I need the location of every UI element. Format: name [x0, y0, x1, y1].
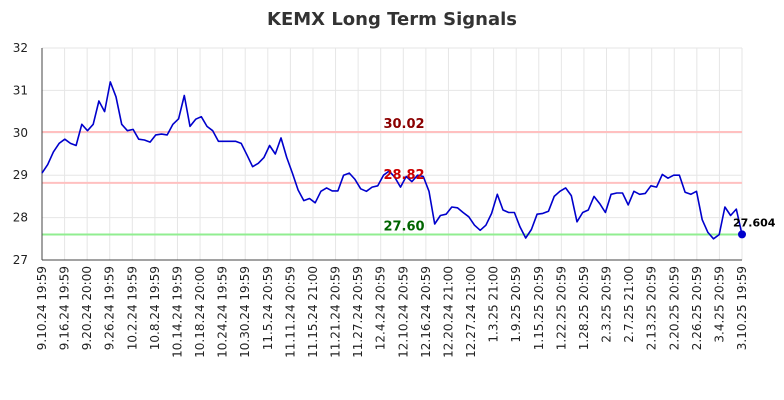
reference-line-labels: 30.02 28.82 27.60 — [383, 117, 424, 235]
y-tick-label: 29 — [13, 168, 28, 182]
x-tick-label: 9.16.24 19:59 — [58, 266, 72, 350]
y-tick-label: 32 — [13, 41, 28, 55]
x-tick-label: 11.5.24 20:59 — [261, 266, 275, 350]
x-tick-label: 9.20.24 20:00 — [80, 266, 94, 350]
x-tick-label: 1.22.25 20:59 — [554, 266, 568, 350]
x-tick-label: 11.21.24 20:59 — [329, 266, 343, 358]
x-tick-label: 1.15.25 20:59 — [532, 266, 546, 350]
x-tick-label: 2.20.25 20:59 — [667, 266, 681, 350]
chart-title: KEMX Long Term Signals — [267, 9, 517, 30]
x-tick-label: 2.3.25 20:59 — [600, 266, 614, 343]
x-tick-label: 1.9.25 20:59 — [509, 266, 523, 343]
axes: 27 28 29 30 31 32 9.10.24 19:59 9.16.24 19:59 9.… — [13, 41, 749, 358]
x-tick-label: 12.10.24 20:59 — [396, 266, 410, 358]
x-tick-label: 10.18.24 20:00 — [193, 266, 207, 358]
x-tick-label: 11.27.24 20:59 — [351, 266, 365, 358]
grid — [41, 47, 743, 261]
reference-line-label: 30.02 — [383, 117, 424, 132]
x-tick-label: 11.11.24 20:59 — [283, 266, 297, 358]
x-tick-label: 9.26.24 19:59 — [103, 266, 117, 350]
last-point-marker — [738, 230, 746, 239]
x-tick-label: 10.14.24 19:59 — [170, 266, 184, 358]
y-tick-label: 27 — [13, 253, 28, 267]
x-tick-label: 12.4.24 20:59 — [374, 266, 388, 350]
x-tick-label: 10.24.24 19:59 — [216, 266, 230, 358]
price-series-line — [41, 81, 743, 240]
x-tick-label: 1.28.25 20:59 — [577, 266, 591, 350]
y-tick-label: 30 — [13, 126, 28, 140]
y-tick-label: 28 — [13, 211, 28, 225]
series-layer: 27.604 — [41, 81, 776, 240]
x-tick-label: 1.3.25 21:00 — [487, 266, 501, 343]
x-tick-label: 10.30.24 19:59 — [238, 266, 252, 358]
x-tick-label: 9.10.24 19:59 — [35, 266, 49, 350]
x-tick-label: 2.26.25 20:59 — [690, 266, 704, 350]
x-tick-label: 12.16.24 20:59 — [419, 266, 433, 358]
reference-lines — [42, 130, 742, 236]
last-value-label: 27.604 — [733, 216, 776, 229]
x-tick-label: 2.7.25 21:00 — [622, 266, 636, 343]
x-tick-label: 11.15.24 21:00 — [306, 266, 320, 358]
x-tick-label: 3.10.25 19:59 — [735, 266, 749, 350]
x-tick-label: 3.4.25 20:59 — [712, 266, 726, 343]
y-tick-label: 31 — [13, 83, 28, 97]
x-tick-label: 12.27.24 21:00 — [464, 266, 478, 358]
reference-line-label: 28.82 — [383, 168, 424, 183]
x-tick-label: 12.20.24 21:00 — [441, 266, 455, 358]
x-tick-label: 10.2.24 19:59 — [125, 266, 139, 350]
reference-line-label: 27.60 — [383, 220, 424, 235]
x-tick-label: 2.13.25 20:59 — [645, 266, 659, 350]
x-tick-label: 10.8.24 19:59 — [148, 266, 162, 350]
